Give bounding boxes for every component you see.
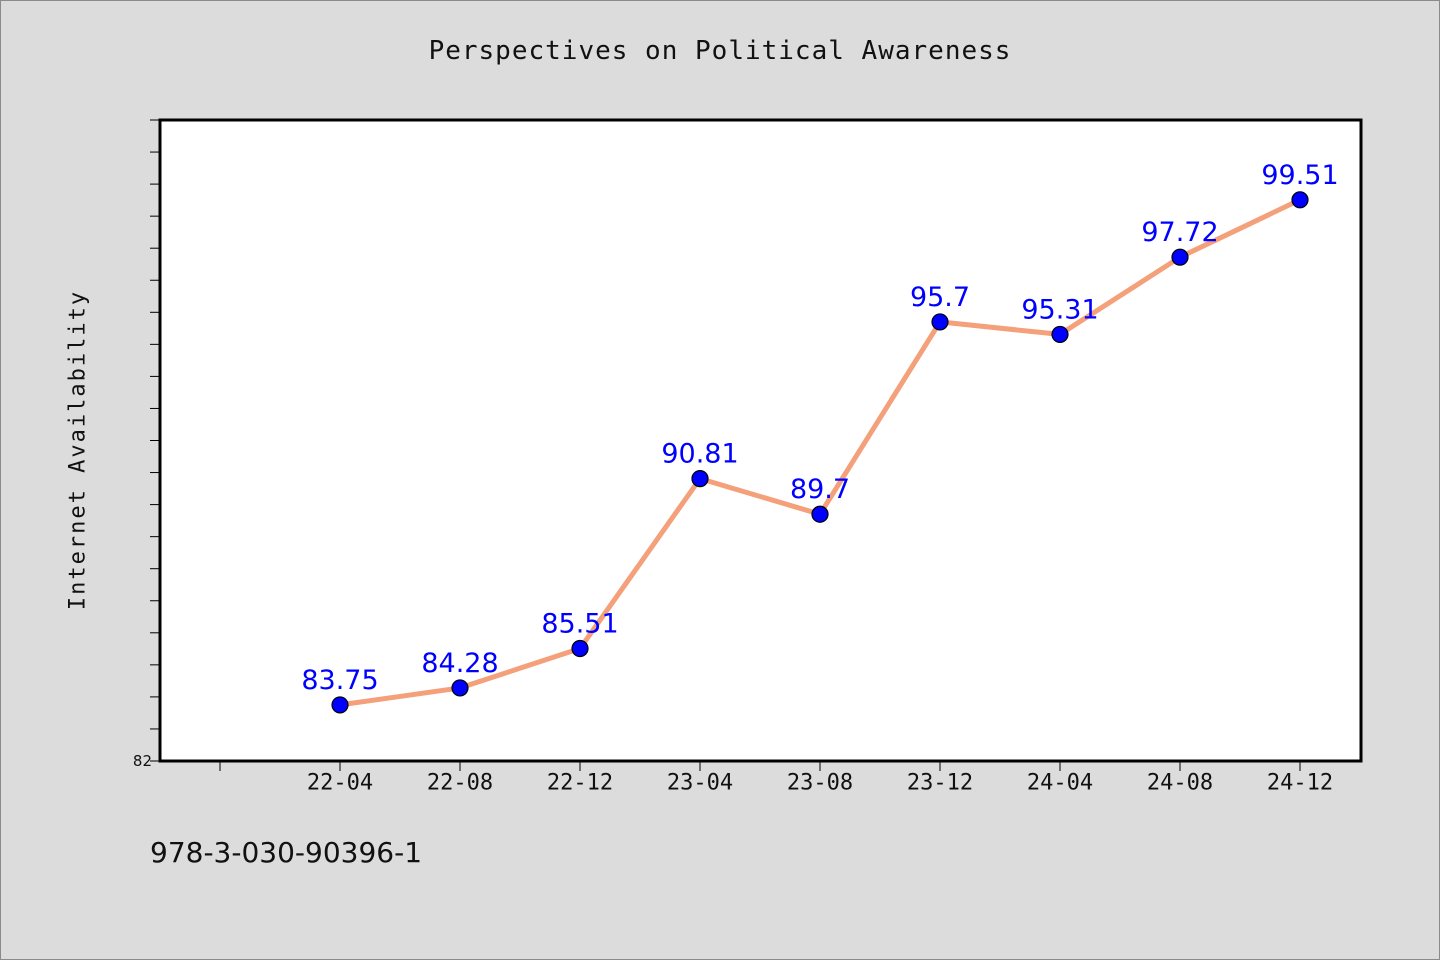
x-tick-label: 23-08	[787, 771, 853, 796]
plot-area	[158, 118, 1363, 763]
data-label: 89.7	[790, 474, 850, 505]
data-label: 85.51	[541, 609, 618, 640]
data-label: 97.72	[1141, 217, 1218, 248]
data-label: 84.28	[421, 648, 498, 679]
data-point	[571, 639, 589, 658]
x-tick-label: 24-08	[1147, 771, 1213, 796]
data-label: 90.81	[661, 439, 738, 470]
x-tick-label: 22-08	[427, 771, 493, 796]
data-point	[1051, 325, 1069, 344]
data-label: 99.51	[1261, 160, 1338, 191]
y-tick-label: 82	[133, 752, 152, 770]
data-point	[811, 505, 829, 523]
data-point	[931, 313, 949, 331]
x-tick-label: 24-04	[1027, 771, 1093, 796]
data-point	[331, 696, 349, 714]
x-tick-label: 22-12	[547, 771, 613, 796]
data-point	[1291, 191, 1309, 209]
x-tick-label: 23-04	[667, 771, 733, 796]
x-tick-label: 23-12	[907, 771, 973, 796]
x-tick-label: 24-12	[1267, 771, 1333, 796]
data-label: 95.7	[910, 282, 970, 313]
data-point	[691, 470, 709, 488]
x-tick-label: 22-04	[307, 771, 373, 796]
data-point	[1171, 248, 1189, 266]
data-label: 83.75	[301, 665, 378, 696]
chart-title: Perspectives on Political Awareness	[428, 36, 1012, 66]
data-label: 95.31	[1021, 294, 1098, 325]
data-point	[451, 679, 469, 697]
footer-code: 978-3-030-90396-1	[150, 836, 423, 869]
